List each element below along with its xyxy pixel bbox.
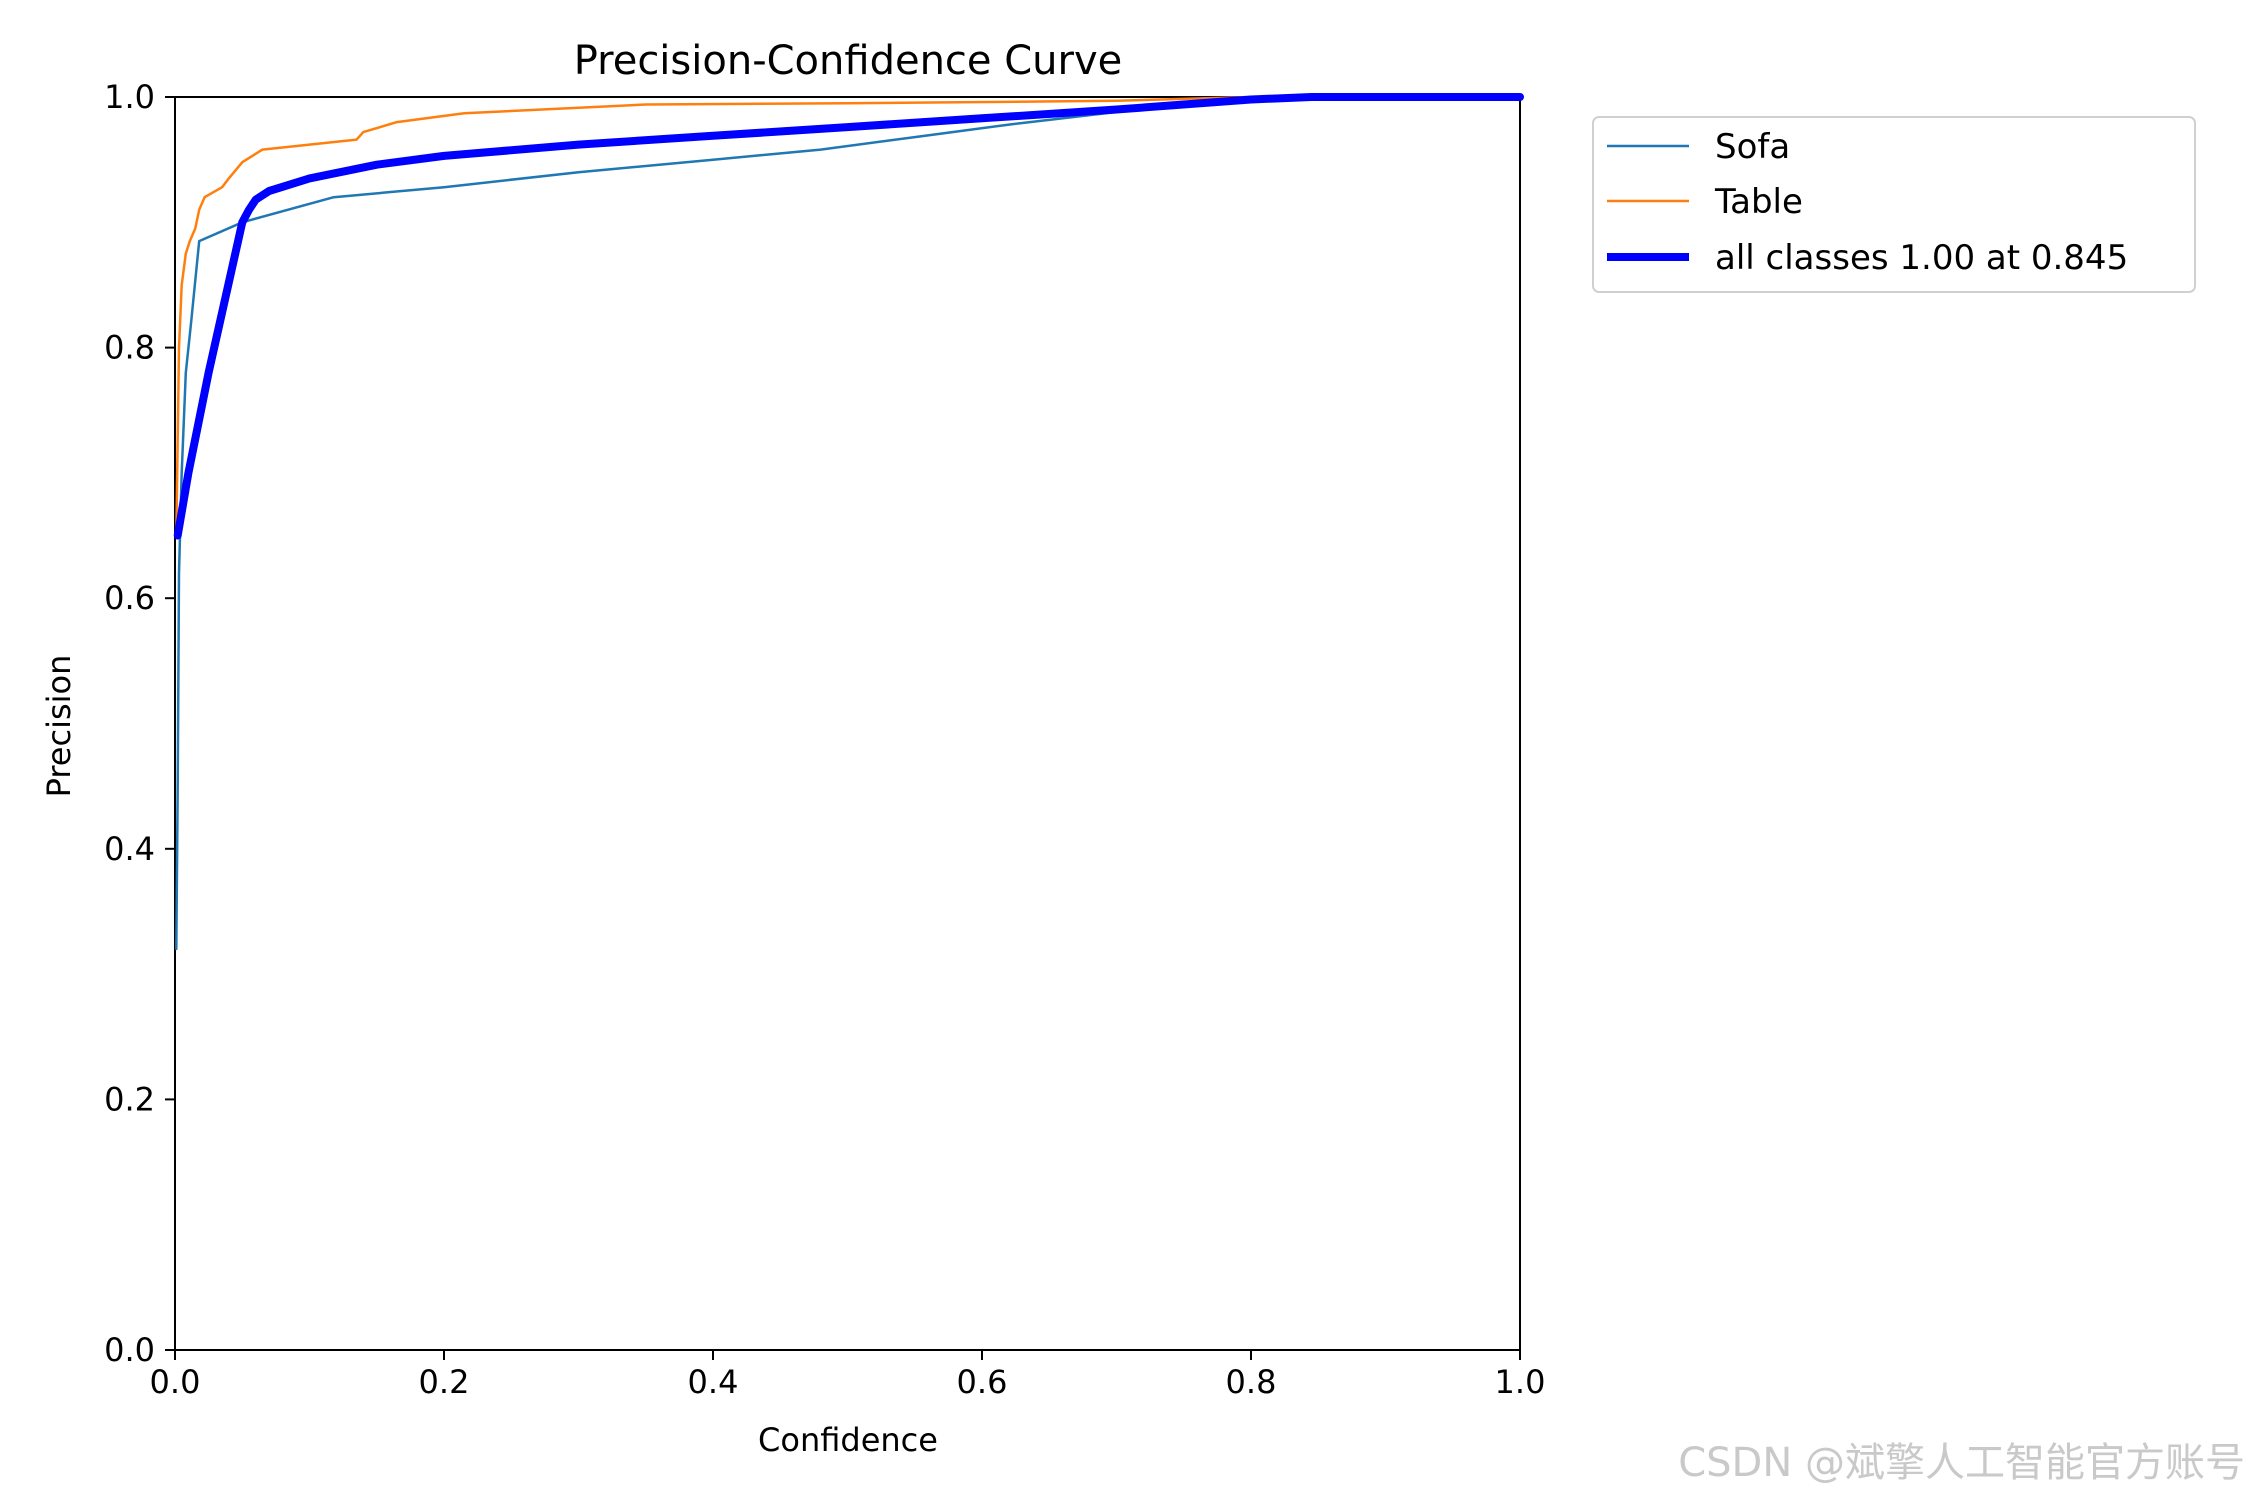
y-tick-label: 0.8 bbox=[104, 329, 155, 367]
x-tick-label: 1.0 bbox=[1495, 1363, 1546, 1401]
series-lines bbox=[173, 93, 1524, 951]
legend-item-sofa-label: Sofa bbox=[1715, 127, 1790, 167]
legend-item-table-label: Table bbox=[1714, 182, 1803, 222]
legend-box bbox=[1592, 116, 2196, 293]
y-tick-label: 1.0 bbox=[104, 78, 155, 116]
y-tick-label: 0.4 bbox=[104, 830, 155, 868]
table-series-line bbox=[175, 95, 1522, 537]
x-axis-title: Confidence bbox=[758, 1421, 938, 1459]
y-tick-label: 0.2 bbox=[104, 1080, 155, 1118]
y-tick-label: 0.6 bbox=[104, 579, 155, 617]
x-tick-label: 0.6 bbox=[957, 1363, 1008, 1401]
legend: Sofa Table all classes 1.00 at 0.845 bbox=[1592, 116, 2196, 293]
chart-title: Precision-Confidence Curve bbox=[574, 38, 1123, 84]
legend-item-all-classes-label: all classes 1.00 at 0.845 bbox=[1715, 238, 2128, 278]
x-tick-label: 0.4 bbox=[688, 1363, 739, 1401]
x-tick-label: 0.0 bbox=[150, 1363, 201, 1401]
x-tick-label: 0.2 bbox=[419, 1363, 470, 1401]
watermark: CSDN @斌擎人工智能官方账号 bbox=[1678, 1440, 2245, 1486]
plot-frame bbox=[174, 96, 1521, 1351]
sofa-series-line bbox=[175, 95, 1522, 951]
x-tick-label: 0.8 bbox=[1226, 1363, 1277, 1401]
y-tick-label: 0.0 bbox=[104, 1331, 155, 1369]
y-axis-title: Precision bbox=[40, 655, 78, 798]
axis-ticks: 0.0 0.2 0.4 0.6 0.8 1.0 0.0 0.2 0.4 0.6 0.8 1.0 bbox=[104, 78, 1545, 1401]
all-classes-series-line bbox=[173, 93, 1524, 540]
